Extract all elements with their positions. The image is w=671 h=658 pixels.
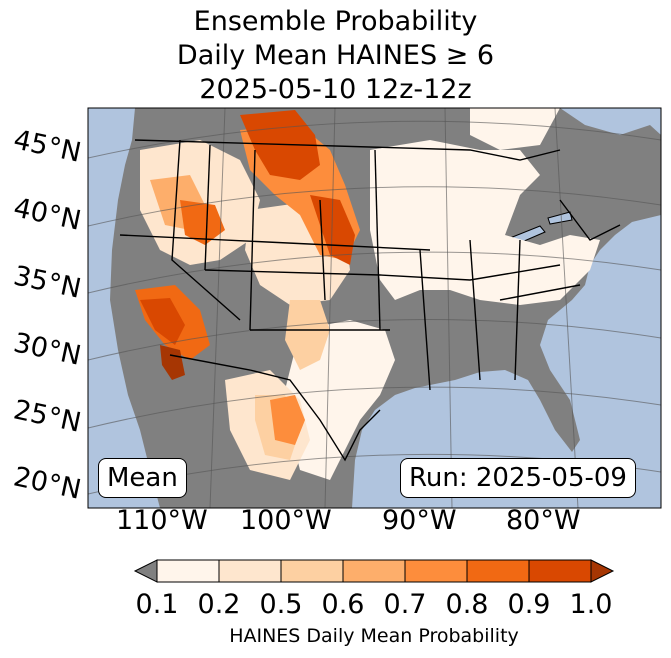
prob-0.9-baja [160, 345, 185, 380]
graticule [88, 108, 661, 508]
lon-label-110: 110°W [116, 505, 208, 536]
colorbar-tick-0.6: 0.6 [321, 589, 365, 620]
colorbar-tick-0.1: 0.1 [135, 589, 179, 620]
colorbar-bin-6 [528, 559, 592, 583]
prob-0.1-east [370, 140, 600, 305]
colorbar-bin-2 [280, 559, 344, 583]
colorbar-tick-0.9: 0.9 [507, 589, 551, 620]
lon-label-90: 90°W [382, 505, 457, 536]
colorbar-bin-3 [342, 559, 406, 583]
lon-label-100: 100°W [240, 505, 332, 536]
mexico-west-land [150, 370, 225, 508]
colorbar-bin-5 [466, 559, 530, 583]
colorbar-bin-0 [156, 559, 220, 583]
mean-label: Mean [98, 458, 187, 498]
title-line-2: Daily Mean HAINES ≥ 6 [176, 40, 495, 71]
prob-0.1-northeast [470, 108, 560, 150]
colorbar-tick-0.2: 0.2 [197, 589, 241, 620]
colorbar-under-arrow [133, 559, 158, 583]
title-line-1: Ensemble Probability [193, 6, 478, 37]
prob-0.8-nevada [180, 200, 225, 245]
lon-label-80: 80°W [506, 505, 581, 536]
colorbar-over-arrow [590, 559, 615, 583]
colorbar [133, 559, 615, 583]
prob-0.9-california [140, 298, 185, 345]
colorbar-bin-4 [404, 559, 468, 583]
colorbar-tick-1.0: 1.0 [569, 589, 613, 620]
state-borders [119, 139, 621, 462]
colorbar-bin-1 [218, 559, 282, 583]
colorbar-label: HAINES Daily Mean Probability [229, 625, 519, 647]
title-line-3: 2025-05-10 12z-12z [199, 74, 472, 105]
colorbar-tick-0.8: 0.8 [445, 589, 489, 620]
colorbar-tick-0.5: 0.5 [259, 589, 303, 620]
map-frame [87, 107, 662, 509]
prob-0.5-texas [285, 300, 330, 370]
colorbar-tick-0.7: 0.7 [383, 589, 427, 620]
prob-0.7-mexico [270, 395, 305, 445]
run-date-label: Run: 2025-05-09 [400, 458, 636, 498]
